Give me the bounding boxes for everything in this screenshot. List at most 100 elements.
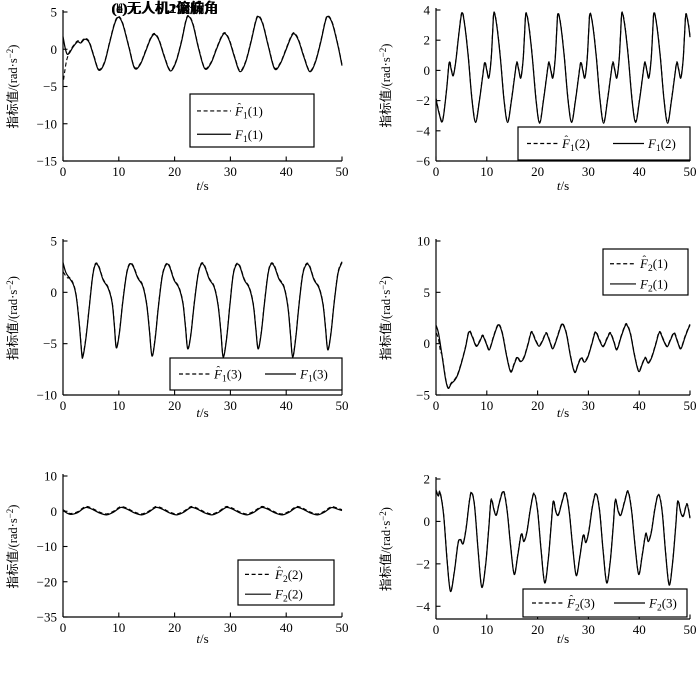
x-axis-title: t/s — [196, 405, 208, 420]
x-tick-label: 40 — [633, 622, 646, 637]
legend: F1(3)ˆ F1(3) — [169, 357, 343, 391]
series-group — [62, 14, 343, 80]
x-tick-label: 30 — [582, 164, 595, 179]
y-tick-label: −10 — [37, 539, 57, 554]
x-tick-label: 50 — [684, 622, 697, 637]
axes: 420−2−4−60 10 20 30 40 50 — [416, 3, 696, 180]
y-tick-label: 0 — [424, 63, 431, 78]
y-axis-title: 指标值/(rad·s−2) — [378, 276, 393, 360]
x-tick-label: 40 — [280, 164, 293, 179]
y-tick-label: −10 — [37, 388, 57, 403]
x-tick-label: 0 — [433, 622, 440, 637]
x-tick-label: 20 — [168, 398, 181, 413]
estimate-line — [435, 322, 691, 389]
legend-entry-1-label: F2(1) — [639, 276, 668, 294]
x-tick-label: 30 — [582, 398, 595, 413]
legend-entry-1-label: F2(3) — [648, 596, 677, 614]
legend-box — [237, 559, 335, 606]
y-tick-label: −2 — [416, 93, 430, 108]
y-axis-title: 指标值/(rad·s−2) — [5, 276, 20, 360]
x-tick-label: 20 — [168, 620, 181, 635]
x-axis-title: t/s — [557, 631, 569, 646]
x-tick-label: 40 — [633, 164, 646, 179]
estimate-line — [435, 489, 691, 592]
legend-entry-0-hat: ˆ — [238, 101, 242, 113]
x-axis-title: t/s — [196, 631, 208, 646]
y-tick-label: 2 — [424, 472, 431, 487]
legend-entry-1-label: F1(2) — [647, 136, 676, 154]
y-axis-title: 指标值/(rad·s−2) — [5, 505, 20, 589]
y-tick-label: 10 — [417, 234, 430, 249]
x-tick-label: 0 — [433, 164, 440, 179]
legend-entry-1-label: F1(1) — [234, 127, 263, 145]
x-tick-label: 20 — [531, 398, 544, 413]
x-tick-label: 20 — [168, 164, 181, 179]
legend-entry-1-label: F1(3) — [299, 367, 328, 385]
actual-line — [62, 506, 343, 516]
y-axis-title: 指标值/(rad·s−2) — [5, 45, 20, 129]
subplot-d-caption: (d)无人机2滚转角 — [111, 2, 219, 17]
legend-box — [602, 248, 689, 296]
x-tick-label: 20 — [531, 164, 544, 179]
x-tick-label: 30 — [224, 620, 237, 635]
y-tick-label: 5 — [424, 285, 431, 300]
x-tick-label: 10 — [480, 398, 493, 413]
estimate-line — [62, 261, 343, 358]
subplot-b-chart: 420−2−4−60 10 20 30 40 50指标值/(rad·s−2)t/sF1(2… — [378, 3, 697, 194]
legend-box — [189, 93, 315, 148]
subplot-f-caption: (f)无人机2偏航角 — [112, 2, 218, 17]
subplot-e-caption: (e)无人机2俯仰角 — [111, 2, 219, 17]
x-tick-label: 40 — [280, 620, 293, 635]
x-axis-title: t/s — [557, 178, 569, 193]
x-tick-label: 0 — [60, 620, 67, 635]
y-tick-label: 0 — [424, 514, 431, 529]
y-tick-label: −10 — [37, 116, 57, 131]
x-tick-label: 0 — [433, 398, 440, 413]
series-group — [62, 261, 343, 359]
legend-box — [169, 357, 343, 391]
y-tick-label: −20 — [37, 574, 57, 589]
legend-entry-0-hat: ˆ — [217, 365, 221, 377]
actual-line — [435, 323, 691, 390]
legend-entry-0-hat: ˆ — [643, 254, 647, 266]
y-axis-title: 指标值/(rad·s−2) — [378, 507, 393, 591]
y-tick-label: −5 — [43, 336, 57, 351]
x-tick-label: 50 — [684, 164, 697, 179]
estimate-line — [62, 505, 343, 515]
x-tick-label: 50 — [336, 164, 349, 179]
actual-line — [435, 490, 691, 593]
x-tick-label: 20 — [531, 622, 544, 637]
y-tick-label: 0 — [51, 504, 58, 519]
x-tick-label: 10 — [112, 620, 125, 635]
subplot-a-chart: 50−5−10−150 10 20 30 40 50指标值/(rad·s−2)t/sF1(… — [5, 5, 349, 194]
y-tick-label: 5 — [51, 5, 58, 20]
x-tick-label: 30 — [582, 622, 595, 637]
y-tick-label: −4 — [416, 599, 430, 614]
axes: 50−5−10−150 10 20 30 40 50 — [37, 5, 349, 180]
series-group — [435, 11, 691, 124]
legend-entry-0-label: F2(2) — [274, 567, 303, 585]
x-tick-label: 40 — [633, 398, 646, 413]
subplot-b-caption: (b)无人机1俯仰角 — [111, 2, 219, 17]
legend-box — [522, 588, 688, 618]
legend: F2(1)ˆF2(1) — [602, 248, 689, 296]
axes: 20−2−40 10 20 30 40 50 — [416, 472, 696, 638]
legend-entry-0-label: F1(3) — [213, 367, 242, 385]
x-tick-label: 50 — [336, 620, 349, 635]
y-tick-label: −35 — [37, 610, 57, 625]
legend-entry-0-label: F2(1) — [639, 256, 668, 274]
y-tick-label: −2 — [416, 556, 430, 571]
legend: F2(3)ˆ F2(3) — [522, 588, 688, 618]
x-tick-label: 30 — [224, 398, 237, 413]
y-tick-label: −15 — [37, 154, 57, 169]
estimate-line — [435, 11, 691, 123]
y-tick-label: −5 — [43, 79, 57, 94]
legend-box — [517, 126, 691, 161]
y-tick-label: 4 — [424, 3, 431, 18]
y-tick-label: −5 — [416, 388, 430, 403]
subplot-e-chart: 100−10−20−350 10 20 30 40 50指标值/(rad·s−2)t/sF… — [5, 469, 349, 647]
legend-entry-0-hat: ˆ — [565, 134, 569, 146]
y-tick-label: 0 — [424, 336, 431, 351]
